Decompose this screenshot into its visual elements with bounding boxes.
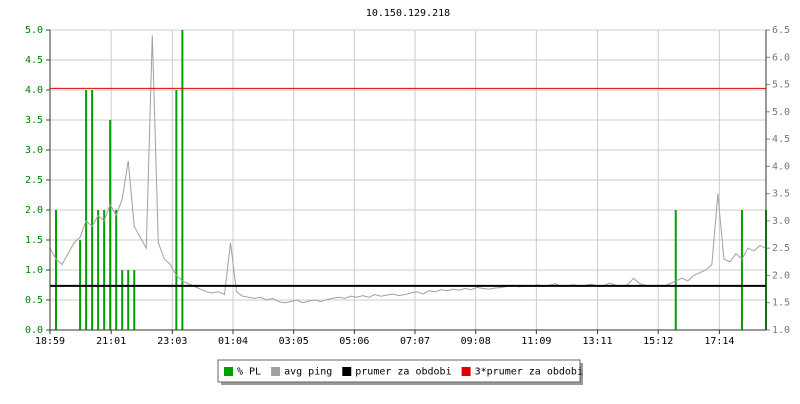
x-tick-label: 21:01: [96, 336, 126, 347]
y-tick-label: 2.0: [25, 205, 43, 216]
y2-tick-label: 5.5: [772, 80, 790, 91]
chart-title: 10.150.129.218: [366, 8, 450, 19]
y-tick-label: 5.0: [25, 25, 43, 36]
x-tick-label: 13:11: [582, 336, 612, 347]
legend-swatch: [342, 367, 352, 376]
y2-tick-label: 2.5: [772, 243, 790, 254]
y2-tick-label: 6.5: [772, 25, 790, 36]
legend-label: prumer za obdobi: [355, 367, 451, 378]
legend-label: % PL: [237, 367, 261, 378]
y2-tick-label: 4.5: [772, 134, 790, 145]
x-tick-label: 09:08: [461, 336, 491, 347]
legend-label: avg ping: [284, 367, 332, 378]
x-tick-label: 01:04: [218, 336, 248, 347]
x-tick-label: 05:06: [339, 336, 369, 347]
y-tick-label: 2.5: [25, 175, 43, 186]
y-tick-label: 1.5: [25, 235, 43, 246]
x-tick-label: 23:03: [157, 336, 187, 347]
y2-tick-label: 1.0: [772, 325, 790, 336]
x-tick-label: 03:05: [279, 336, 309, 347]
y-tick-label: 3.5: [25, 115, 43, 126]
y2-tick-label: 1.5: [772, 298, 790, 309]
legend-label: 3*prumer za obdobi: [475, 367, 583, 378]
y2-tick-label: 2.0: [772, 270, 790, 281]
y-tick-label: 1.0: [25, 265, 43, 276]
y2-tick-label: 5.0: [772, 107, 790, 118]
legend-swatch: [461, 367, 471, 376]
y2-tick-label: 3.5: [772, 189, 790, 200]
legend-swatch: [224, 367, 233, 376]
x-tick-label: 18:59: [35, 336, 65, 347]
legend-swatch: [271, 367, 281, 376]
y-tick-label: 4.5: [25, 55, 43, 66]
x-tick-label: 17:14: [704, 336, 734, 347]
y-tick-label: 4.0: [25, 85, 43, 96]
y-tick-label: 3.0: [25, 145, 43, 156]
y2-tick-label: 4.0: [772, 161, 790, 172]
x-tick-label: 15:12: [643, 336, 673, 347]
x-tick-label: 07:07: [400, 336, 430, 347]
legend-box: [217, 359, 581, 383]
y-tick-label: 0.0: [25, 325, 43, 336]
y-tick-label: 0.5: [25, 295, 43, 306]
y2-tick-label: 3.0: [772, 216, 790, 227]
x-tick-label: 11:09: [521, 336, 551, 347]
y2-tick-label: 6.0: [772, 52, 790, 63]
